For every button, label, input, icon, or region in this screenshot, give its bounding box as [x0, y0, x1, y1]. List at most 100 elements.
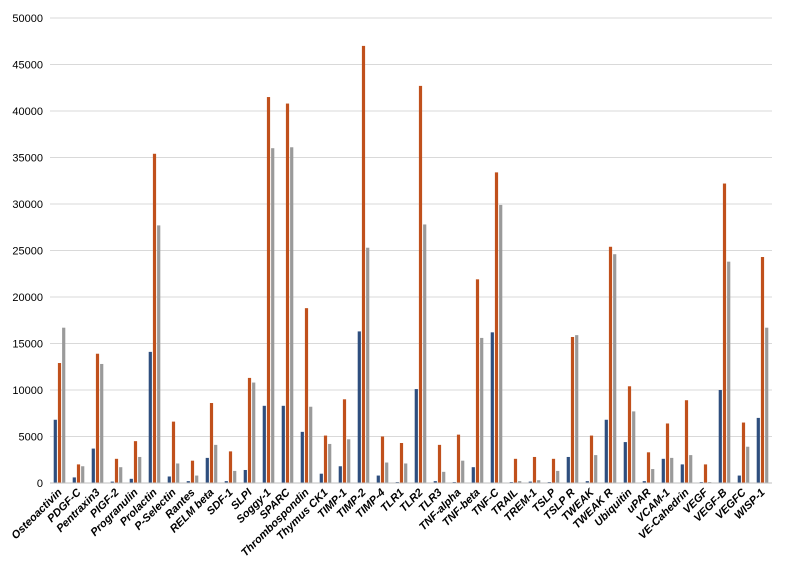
bar [214, 444, 218, 483]
bar [756, 417, 760, 483]
bar [418, 85, 423, 483]
bar [623, 442, 627, 483]
bar [243, 469, 247, 483]
bar [133, 441, 138, 483]
bar [528, 481, 532, 483]
bar [195, 475, 199, 483]
bar [741, 422, 746, 483]
bar [570, 336, 575, 483]
bar [95, 353, 100, 483]
bar [646, 452, 651, 483]
bar [475, 279, 480, 483]
bar [737, 475, 741, 483]
bar [380, 436, 385, 483]
bar [271, 148, 275, 483]
bar [760, 257, 765, 483]
y-tick-label: 50000 [12, 13, 43, 25]
bar [442, 471, 446, 483]
bar [57, 363, 62, 483]
bar [190, 460, 195, 483]
bar [589, 435, 594, 483]
y-axis: 0 5000 10000 15000 20000 25000 30000 35000 40000… [12, 13, 43, 490]
bar [566, 456, 570, 483]
bar [233, 470, 237, 483]
bar [76, 464, 81, 483]
bar [110, 481, 114, 483]
bar [319, 473, 323, 483]
bar [376, 475, 380, 483]
bar [433, 481, 437, 483]
bar [575, 335, 579, 483]
bar [585, 481, 589, 483]
bar [604, 419, 608, 483]
bar [437, 444, 442, 483]
bar [765, 327, 769, 483]
bar [328, 443, 332, 483]
bar [290, 147, 294, 483]
bar [347, 439, 351, 483]
bar [91, 448, 95, 483]
y-tick-label: 20000 [12, 292, 43, 304]
bar [176, 463, 180, 483]
bar [209, 403, 214, 483]
bar [670, 457, 674, 483]
bar [72, 477, 76, 483]
bar [651, 469, 655, 483]
bar [361, 45, 366, 484]
bar [167, 476, 171, 483]
bar [100, 363, 104, 483]
bar [323, 435, 328, 483]
bar [461, 460, 465, 483]
bar [281, 405, 285, 483]
bar [665, 423, 670, 483]
bar [490, 332, 494, 483]
bar [309, 406, 313, 483]
bar [138, 456, 142, 483]
bar [689, 455, 693, 483]
bar [385, 462, 389, 483]
bar [423, 224, 427, 483]
bar [205, 457, 209, 483]
bar [399, 443, 404, 483]
y-tick-label: 0 [37, 478, 43, 490]
bar [366, 247, 370, 483]
bar [551, 458, 556, 483]
y-tick-label: 15000 [12, 339, 43, 351]
bar [342, 399, 347, 483]
bar [171, 421, 176, 483]
bar [494, 172, 499, 483]
bar [414, 389, 418, 483]
bar [157, 225, 161, 483]
bar [456, 434, 461, 483]
bar [81, 466, 85, 483]
y-tick-label: 10000 [12, 385, 43, 397]
bar [53, 419, 57, 483]
bar [471, 467, 475, 483]
gridlines [50, 17, 772, 484]
bar [680, 464, 684, 483]
bar [228, 451, 233, 483]
bar [513, 458, 518, 483]
y-tick-label: 40000 [12, 106, 43, 118]
bar [480, 337, 484, 483]
bar [722, 183, 727, 484]
bar [499, 204, 503, 483]
y-tick-label: 45000 [12, 60, 43, 72]
y-tick-label: 35000 [12, 153, 43, 165]
bars [53, 45, 769, 484]
bar [642, 481, 646, 483]
bar [266, 97, 271, 484]
bar [152, 153, 157, 483]
bar [129, 478, 133, 483]
bar [613, 254, 617, 483]
bar [114, 458, 119, 483]
y-tick-label: 5000 [19, 432, 43, 444]
bar [304, 308, 309, 483]
bar [247, 377, 252, 483]
bar [300, 431, 304, 483]
bar [594, 455, 598, 483]
bar [285, 103, 290, 483]
bar [556, 470, 560, 483]
